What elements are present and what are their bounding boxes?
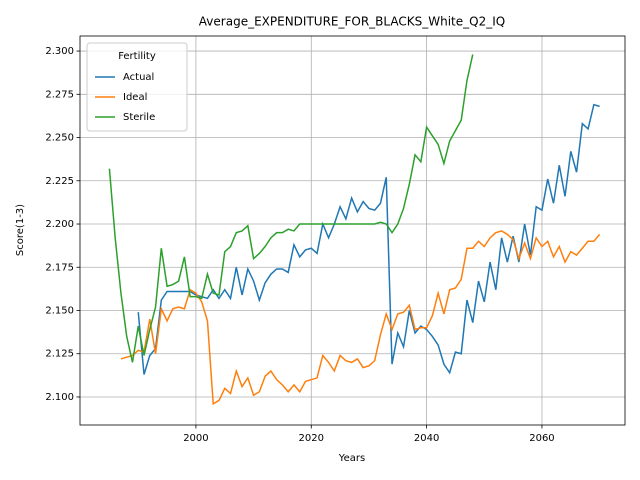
x-tick-label: 2020	[299, 433, 324, 444]
y-tick-label: 2.250	[45, 133, 74, 144]
x-tick-label: 2060	[529, 433, 554, 444]
legend-label: Ideal	[123, 92, 147, 103]
x-axis-label: Years	[338, 453, 365, 464]
y-tick-label: 2.225	[45, 176, 74, 187]
legend-label: Sterile	[123, 112, 155, 123]
chart-title: Average_EXPENDITURE_FOR_BLACKS_White_Q2_…	[199, 15, 505, 29]
legend-label: Actual	[123, 72, 154, 83]
y-tick-label: 2.150	[45, 305, 74, 316]
plot-frame	[79, 35, 626, 426]
y-tick-label: 2.200	[45, 219, 74, 230]
y-tick-label: 2.300	[45, 46, 74, 57]
y-axis-label: Score(1-3)	[15, 204, 26, 256]
legend-box	[86, 42, 188, 132]
legend-title: Fertility	[118, 51, 156, 62]
y-tick-label: 2.275	[45, 89, 74, 100]
y-tick-label: 2.125	[45, 349, 74, 360]
series-line	[137, 103, 600, 375]
y-tick-label: 2.100	[45, 392, 74, 403]
x-tick-label: 2040	[414, 433, 439, 444]
series-line	[108, 54, 474, 363]
y-tick-label: 2.175	[45, 262, 74, 273]
series-line	[120, 230, 601, 406]
x-tick-label: 2000	[183, 433, 208, 444]
